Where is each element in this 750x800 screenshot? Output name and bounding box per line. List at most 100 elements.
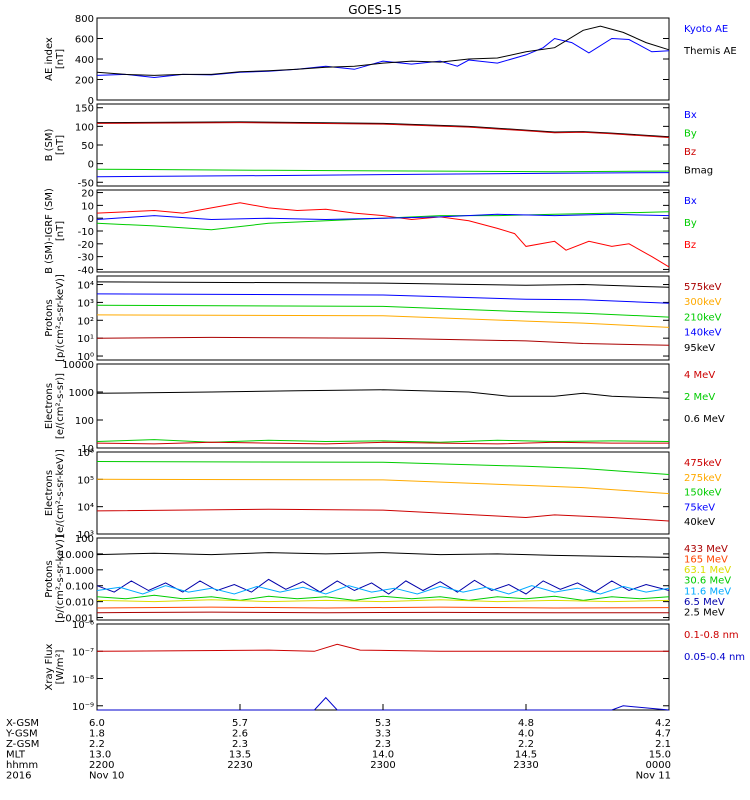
footer-value: 13.5 [229, 750, 251, 761]
legend-entry: 95keV [684, 343, 715, 354]
panel-frame [96, 103, 670, 187]
y-tick-label: 10000 [62, 360, 94, 371]
panel-frame [96, 451, 670, 535]
y-tick-label: -10 [78, 227, 94, 238]
footer-value: 5.3 [375, 718, 391, 729]
y-axis-label: B (SM)-IGRF (SM) [44, 188, 55, 274]
series-line-kyoto-ae [96, 37, 670, 79]
y-axis-label: Protons [44, 560, 55, 597]
footer-row-label: hhmm [6, 760, 38, 771]
series-line-bx [96, 172, 670, 178]
legend-entry: 2 MeV [684, 392, 715, 403]
y-tick-label: 10³ [77, 298, 94, 309]
panel-frame [96, 363, 670, 449]
footer-value: 2230 [227, 760, 252, 771]
series-line-300kev [96, 314, 670, 328]
legend-entry: Kyoto AE [684, 24, 728, 35]
footer-value: 4.8 [518, 718, 534, 729]
series-line-2-5-mev [96, 552, 670, 558]
panel-xray: 10⁻⁹ 10⁻⁸ 10⁻⁷ 10⁻⁶ Xray Flux [W/m²] 0.1-0.8 n… [44, 620, 745, 713]
series-line-bx [96, 213, 670, 221]
y-tick-label: 0 [88, 214, 94, 225]
legend-entry: 150keV [684, 488, 722, 499]
footer-value: 2.6 [232, 729, 248, 740]
series-line-140kev [96, 293, 670, 304]
y-tick-label: 20 [81, 189, 94, 200]
legend-entry: 575keV [684, 282, 722, 293]
footer-value: 4.2 [655, 718, 671, 729]
y-axis-label: Xray Flux [44, 643, 55, 690]
panel-bsm: -50 0 50 100 150 B (SM) [nT] Bx By Bz Bmag [44, 103, 713, 189]
panel-frame [96, 189, 670, 273]
legend-entry: Themis AE [683, 46, 737, 57]
y-tick-label: 0 [88, 160, 94, 171]
series-line-30-6-mev [96, 594, 670, 601]
series-line-themis-ae [96, 25, 670, 76]
footer-value: 1.8 [89, 729, 105, 740]
legend-entry: Bx [684, 196, 697, 207]
page-title: GOES-15 [348, 3, 402, 17]
legend-entry: By [684, 218, 697, 229]
legend-entry: Bx [684, 110, 697, 121]
y-tick-label: 100 [75, 122, 94, 133]
y-axis-label: B (SM) [44, 128, 55, 161]
y-axis-label: [nT] [55, 221, 66, 241]
legend-entry: 2.5 MeV [684, 607, 725, 618]
footer-row-label: X-GSM [6, 718, 39, 729]
y-tick-label: 100 [75, 416, 94, 427]
legend-entry: 433 MeV [684, 544, 728, 555]
y-tick-label: 200 [75, 76, 94, 87]
footer-row-label: MLT [6, 750, 26, 761]
footer-value: 3.3 [375, 729, 391, 740]
legend-entry: 0.1-0.8 nm [684, 630, 739, 641]
y-axis-label: [nT] [55, 135, 66, 155]
footer-value: 2.3 [375, 739, 391, 750]
footer-value: Nov 10 [89, 771, 124, 782]
footer-row-label: Y-GSM [5, 729, 38, 740]
footer-value: 2.2 [89, 739, 105, 750]
series-line-75kev [96, 478, 670, 495]
series-line-4-mev [96, 441, 669, 445]
y-tick-label: 1000 [69, 388, 94, 399]
legend-entry: 140keV [684, 328, 722, 339]
y-tick-label: 10⁴ [77, 281, 94, 292]
y-axis-label: [nT] [55, 49, 66, 69]
panel-frame [96, 623, 670, 711]
series-line-165-mev [96, 606, 670, 609]
footer-value: 4.0 [518, 729, 534, 740]
series-line-bz [96, 122, 670, 138]
y-tick-label: 10⁵ [77, 475, 94, 486]
legend-entry: 30.6 MeV [684, 576, 731, 587]
series-line-433-mev [96, 611, 669, 614]
legend-entry: 275keV [684, 473, 722, 484]
footer-value: 2300 [370, 760, 395, 771]
footer-value: 2200 [89, 760, 114, 771]
series-line-bmag [96, 121, 670, 138]
y-axis-label: Electrons [44, 470, 55, 516]
y-tick-label: 10⁰ [77, 352, 94, 363]
footer-value: 2.3 [232, 739, 248, 750]
y-tick-label: 10⁴ [77, 503, 94, 514]
series-line-0-1-0-8-nm [96, 643, 669, 652]
y-tick-label: 0.100 [65, 582, 94, 593]
y-tick-label: 10 [81, 444, 94, 455]
y-tick-label: -20 [78, 240, 94, 251]
legend-entry: 4 MeV [684, 370, 715, 381]
y-tick-label: 10⁶ [77, 448, 94, 459]
y-axis-label: [e/(cm²-s-sr)] [55, 373, 66, 439]
panel-frame [96, 537, 670, 621]
legend-entry: 165 MeV [684, 555, 728, 566]
y-tick-label: 10⁻⁹ [72, 702, 94, 713]
series-line-bz [96, 202, 670, 268]
legend-entry: 63.1 MeV [684, 565, 731, 576]
footer-value: 2.1 [655, 739, 671, 750]
y-tick-label: 10¹ [77, 334, 94, 345]
y-axis-label: Protons [44, 299, 55, 336]
y-tick-label: 0.010 [65, 598, 94, 609]
y-axis-label: [e/(cm²-s-sr-keV)] [55, 449, 66, 537]
legend-entry: 475keV [684, 458, 722, 469]
panel-frame [96, 275, 670, 361]
legend-entry: 300keV [684, 297, 722, 308]
